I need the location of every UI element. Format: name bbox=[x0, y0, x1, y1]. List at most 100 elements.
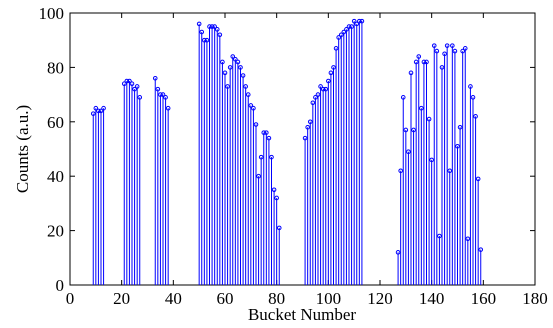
stem-marker bbox=[320, 86, 326, 92]
stem-marker bbox=[233, 56, 238, 62]
stem-marker bbox=[359, 18, 365, 24]
stem-marker bbox=[243, 84, 248, 89]
stem-marker bbox=[468, 84, 473, 89]
x-tick-label: 100 bbox=[316, 289, 342, 308]
stem-marker bbox=[261, 130, 267, 135]
x-axis-label: Bucket Number bbox=[248, 305, 356, 324]
stem-marker bbox=[235, 59, 241, 65]
stem-marker bbox=[333, 46, 339, 51]
stem-marker bbox=[101, 105, 106, 111]
stem-marker bbox=[403, 127, 409, 133]
y-tick-label: 60 bbox=[47, 113, 64, 132]
stem-marker bbox=[137, 95, 143, 100]
stem-marker bbox=[315, 92, 321, 97]
stem-marker bbox=[413, 59, 419, 65]
stem-marker bbox=[202, 37, 207, 43]
stem-marker bbox=[258, 154, 264, 160]
stem-marker bbox=[204, 37, 210, 43]
y-tick-label: 40 bbox=[47, 167, 64, 186]
x-tick-label: 80 bbox=[268, 289, 285, 308]
x-tick-label: 140 bbox=[419, 289, 445, 308]
stem-marker bbox=[354, 21, 360, 27]
stem-marker bbox=[152, 75, 158, 81]
y-tick-label: 80 bbox=[47, 58, 64, 77]
stem-marker bbox=[416, 54, 422, 59]
y-tick-label: 20 bbox=[47, 222, 64, 241]
stem-marker bbox=[357, 18, 362, 24]
stem-marker bbox=[470, 95, 476, 100]
stem-marker bbox=[307, 119, 313, 125]
stem-marker bbox=[98, 108, 104, 114]
stem-marker bbox=[124, 78, 130, 84]
stem-marker bbox=[165, 105, 171, 111]
stem-marker bbox=[274, 195, 279, 201]
stem-marker bbox=[421, 59, 427, 65]
stem-marker bbox=[93, 105, 99, 111]
stem-marker bbox=[196, 21, 202, 27]
x-tick-label: 160 bbox=[471, 289, 497, 308]
stem-marker bbox=[217, 32, 223, 38]
stem-marker bbox=[326, 78, 331, 84]
x-tick-label: 120 bbox=[367, 289, 393, 308]
stem-marker bbox=[266, 135, 272, 141]
stem-marker bbox=[240, 73, 246, 78]
stem-marker bbox=[442, 51, 447, 57]
stem-marker bbox=[349, 24, 354, 29]
stem-marker bbox=[199, 29, 205, 35]
stem-marker bbox=[310, 100, 316, 106]
stem-marker bbox=[344, 27, 349, 32]
stem-marker bbox=[134, 84, 140, 89]
stem-marker bbox=[444, 43, 450, 48]
stem-marker bbox=[411, 127, 416, 133]
stem-marker bbox=[447, 168, 453, 174]
stem-marker bbox=[429, 157, 434, 163]
stem-marker bbox=[276, 225, 282, 231]
stem-marker bbox=[96, 108, 101, 114]
stem-marker bbox=[302, 135, 308, 141]
x-tick-label: 20 bbox=[113, 289, 130, 308]
stem-marker bbox=[256, 173, 261, 179]
stem-marker bbox=[248, 103, 254, 108]
stem-marker bbox=[338, 32, 344, 38]
stem-marker bbox=[245, 92, 251, 97]
stem-marker bbox=[336, 35, 341, 40]
stem-marker bbox=[253, 122, 259, 127]
stem-marker bbox=[318, 84, 323, 89]
y-axis-label: Counts (a.u.) bbox=[13, 105, 32, 193]
stem-marker bbox=[341, 29, 347, 35]
x-tick-label: 60 bbox=[217, 289, 234, 308]
stem-marker bbox=[465, 236, 471, 242]
stem-marker bbox=[457, 124, 463, 130]
stem-marker bbox=[450, 43, 455, 48]
stem-marker bbox=[419, 105, 424, 111]
stem-marker bbox=[331, 65, 336, 70]
stem-marker bbox=[155, 86, 161, 92]
stem-marker bbox=[158, 92, 163, 97]
stem-marker bbox=[406, 149, 411, 155]
stem-marker bbox=[462, 46, 468, 51]
stem-marker bbox=[452, 48, 458, 54]
stem-marker bbox=[121, 81, 127, 87]
plot-frame bbox=[69, 12, 536, 286]
stem-marker bbox=[437, 233, 442, 239]
stem-marker bbox=[227, 65, 233, 70]
y-tick-label: 100 bbox=[39, 4, 65, 23]
stem-marker bbox=[212, 24, 217, 29]
stem-marker bbox=[220, 59, 225, 65]
stem-marker bbox=[127, 78, 132, 84]
stem-marker bbox=[160, 92, 166, 97]
stem-marker bbox=[424, 59, 429, 65]
stem-marker bbox=[207, 24, 212, 29]
stem-marker bbox=[475, 176, 481, 182]
stem-marker bbox=[398, 168, 403, 174]
x-tick-label: 40 bbox=[165, 289, 182, 308]
stem-marker bbox=[478, 247, 484, 252]
stem-marker bbox=[434, 48, 440, 54]
stem-marker bbox=[439, 65, 445, 70]
stem-marker bbox=[222, 70, 228, 76]
stem-marker bbox=[351, 18, 357, 24]
x-tick-label: 0 bbox=[66, 289, 75, 308]
stem-marker bbox=[323, 86, 329, 92]
stem-marker bbox=[431, 43, 437, 48]
stem-marker bbox=[264, 130, 269, 135]
